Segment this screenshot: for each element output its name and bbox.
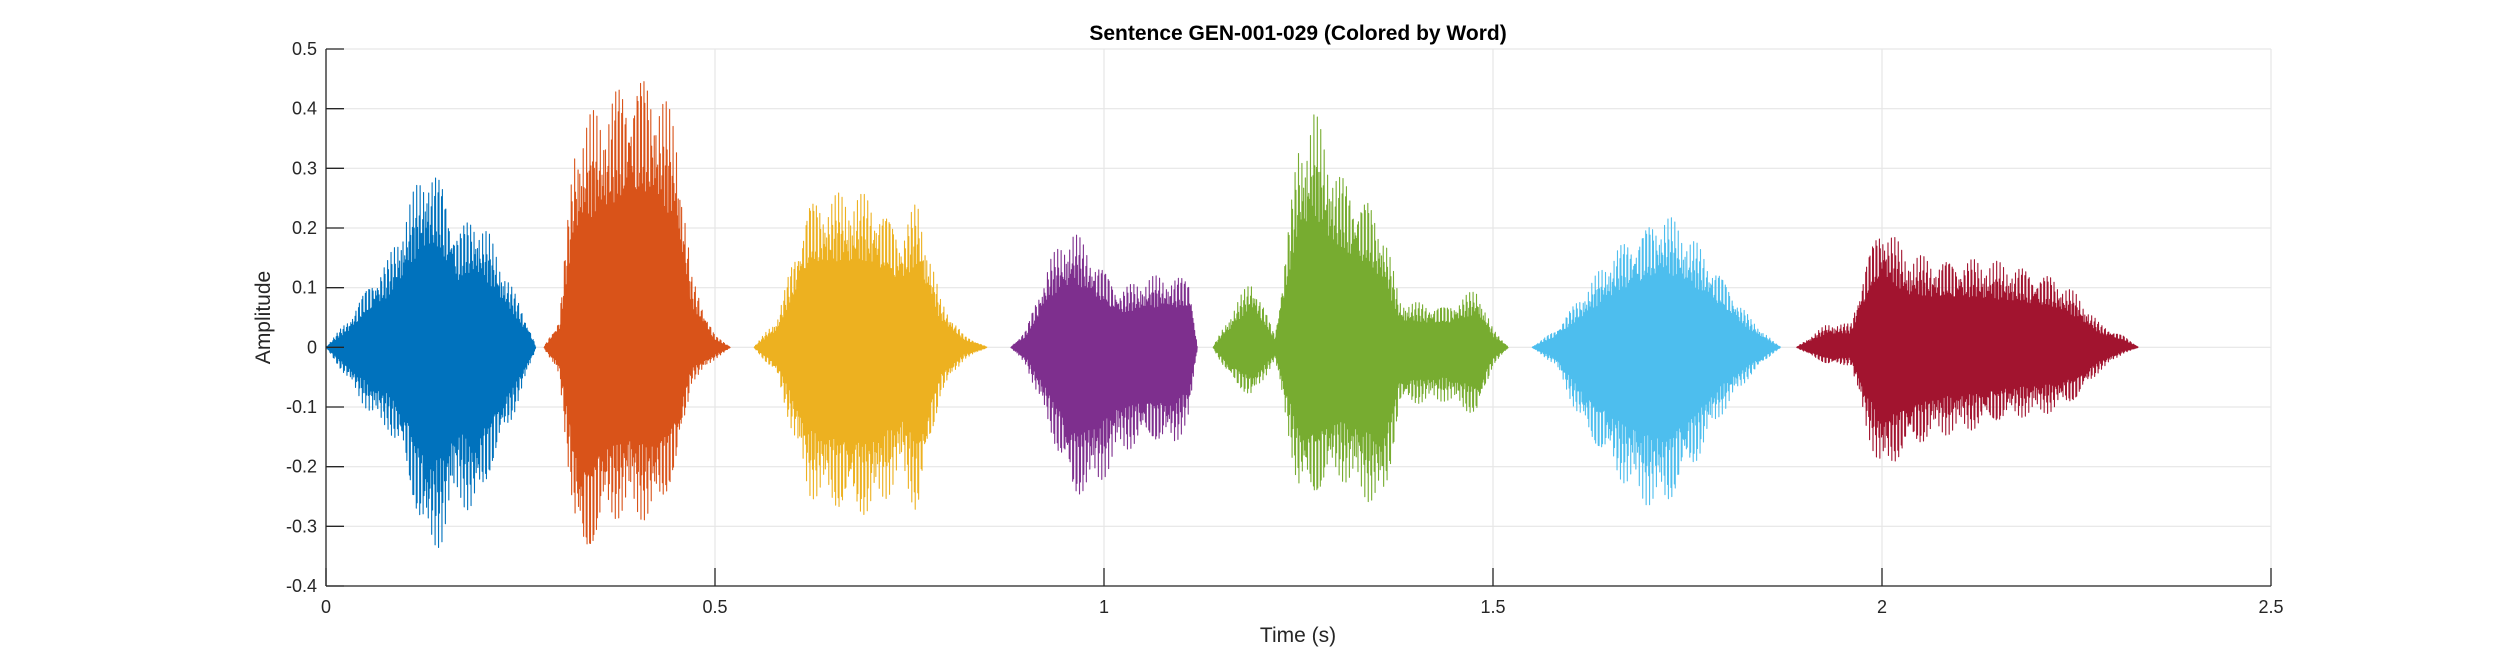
waveform-trace: [753, 192, 988, 516]
word-7-waveform: [1796, 237, 2139, 462]
x-tick-label: 0.5: [702, 597, 727, 617]
waveform-series: [325, 81, 2139, 549]
x-tick-label: 0: [321, 597, 331, 617]
word-5-waveform: [1212, 114, 1509, 503]
x-tick-label: 2.5: [2258, 597, 2283, 617]
y-tick-label: -0.2: [286, 457, 317, 477]
y-tick-label: 0.4: [292, 99, 317, 119]
word-1-waveform: [325, 177, 537, 549]
y-tick-label: 0.3: [292, 158, 317, 178]
y-axis-label: Amplitude: [252, 271, 275, 364]
tick-labels: 0 0.5 1 1.5 2 2.5 -0.4 -0.3 -0.2 -0.1 0 0.1 0.2 0.3 0.…: [286, 39, 2284, 617]
y-tick-label: -0.1: [286, 397, 317, 417]
chart-title: Sentence GEN-001-029 (Colored by Word): [1089, 22, 1506, 45]
x-tick-label: 1: [1099, 597, 1109, 617]
y-tick-label: -0.4: [286, 576, 317, 596]
y-tick-label: -0.3: [286, 516, 317, 536]
waveform-trace: [1010, 234, 1198, 495]
y-tick-label: 0.2: [292, 218, 317, 238]
waveform-trace: [325, 177, 537, 549]
waveform-trace: [1796, 237, 2139, 462]
waveform-trace: [1212, 114, 1509, 503]
y-tick-label: 0: [307, 337, 317, 357]
waveform-trace: [543, 81, 731, 545]
x-tick-label: 2: [1877, 597, 1887, 617]
word-3-waveform: [753, 192, 988, 516]
axes: [325, 48, 2272, 587]
x-axis-label: Time (s): [1260, 624, 1336, 647]
y-tick-label: 0.1: [292, 278, 317, 298]
word-6-waveform: [1531, 217, 1781, 506]
y-tick-label: 0.5: [292, 39, 317, 59]
waveform-trace: [1531, 217, 1781, 506]
word-4-waveform: [1010, 234, 1198, 495]
x-tick-label: 1.5: [1480, 597, 1505, 617]
word-2-waveform: [543, 81, 731, 545]
